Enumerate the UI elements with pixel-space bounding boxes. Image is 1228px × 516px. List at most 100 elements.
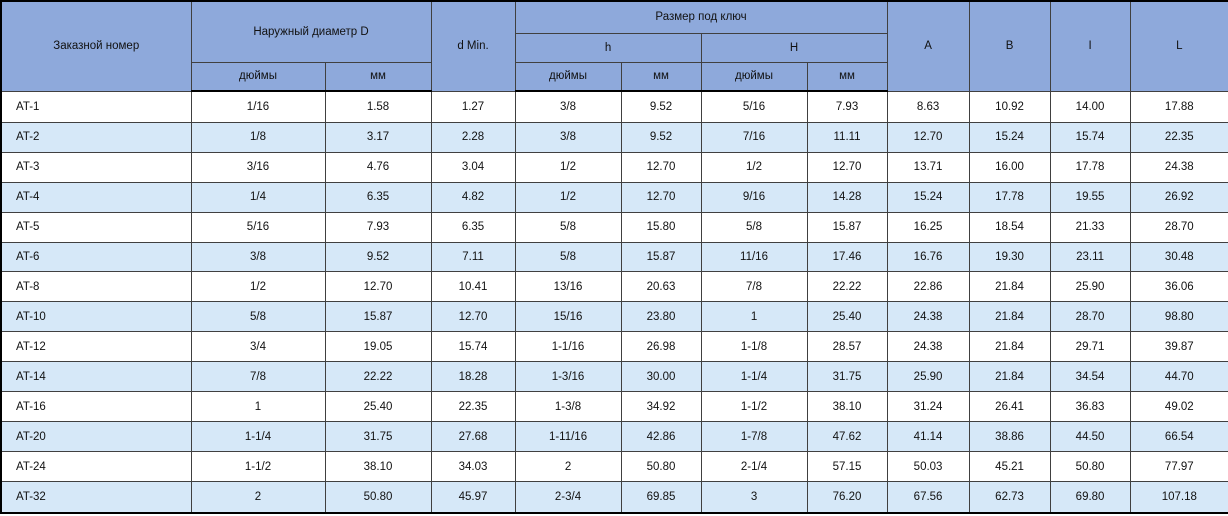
- value-cell: 38.86: [968, 421, 1051, 453]
- value-cell: 15.87: [324, 301, 432, 333]
- value-cell: 45.21: [968, 451, 1051, 483]
- value-cell: 76.20: [806, 481, 888, 514]
- value-cell: 3/8: [514, 90, 622, 123]
- col-header-wrench-size: Размер под ключ: [514, 0, 888, 34]
- value-cell: 1/2: [190, 271, 326, 303]
- table-row: AT-5 5/16 7.93 6.35 5/8 15.80 5/8 15.87 16.25 18.…: [0, 211, 1228, 243]
- value-cell: 9.52: [620, 121, 702, 153]
- value-cell: 28.70: [1129, 211, 1228, 243]
- col-header-hh-inches: дюймы: [700, 61, 808, 92]
- value-cell: 9/16: [700, 181, 808, 213]
- col-header-outer-diameter: Наружный диаметр D: [190, 0, 432, 63]
- value-cell: 12.70: [324, 271, 432, 303]
- col-header-l: L: [1129, 0, 1228, 92]
- value-cell: 11.11: [806, 121, 888, 153]
- value-cell: 15.87: [620, 241, 702, 273]
- value-cell: 42.86: [620, 421, 702, 453]
- value-cell: 1-11/16: [514, 421, 622, 453]
- col-header-h-mm: мм: [620, 61, 702, 92]
- table-row: AT-32 2 50.80 45.97 2-3/4 69.85 3 76.20 67.56 62.…: [0, 481, 1228, 514]
- value-cell: 7.93: [324, 211, 432, 243]
- col-header-hh-mm: мм: [806, 61, 888, 92]
- table-row: AT-14 7/8 22.22 18.28 1-3/16 30.00 1-1/4 31.75 2…: [0, 361, 1228, 393]
- value-cell: 15.87: [806, 211, 888, 243]
- header-row-3: дюймы мм дюймы мм дюймы мм: [1, 61, 1228, 92]
- value-cell: 22.22: [324, 361, 432, 393]
- col-header-order-number: Заказной номер: [0, 0, 192, 92]
- table-row: AT-2 1/8 3.17 2.28 3/8 9.52 7/16 11.11 12.70 15.2…: [0, 121, 1228, 153]
- value-cell: 21.33: [1049, 211, 1131, 243]
- value-cell: 19.55: [1049, 181, 1131, 213]
- value-cell: 18.54: [968, 211, 1051, 243]
- value-cell: 11/16: [700, 241, 808, 273]
- value-cell: 21.84: [968, 361, 1051, 393]
- value-cell: 3/8: [514, 121, 622, 153]
- order-number-cell: AT-24: [0, 451, 192, 483]
- value-cell: 15.24: [968, 121, 1051, 153]
- value-cell: 10.92: [968, 90, 1051, 123]
- order-number-cell: AT-14: [0, 361, 192, 393]
- order-number-cell: AT-20: [0, 421, 192, 453]
- col-header-h-inches: дюймы: [514, 61, 622, 92]
- value-cell: 5/16: [700, 90, 808, 123]
- value-cell: 23.11: [1049, 241, 1131, 273]
- value-cell: 9.52: [620, 90, 702, 123]
- value-cell: 1-1/8: [700, 331, 808, 363]
- value-cell: 9.52: [324, 241, 432, 273]
- value-cell: 107.18: [1129, 481, 1228, 514]
- table-row: AT-24 1-1/2 38.10 34.03 2 50.80 2-1/4 57.15 50.0…: [0, 451, 1228, 483]
- value-cell: 49.02: [1129, 391, 1228, 423]
- value-cell: 3.17: [324, 121, 432, 153]
- order-number-cell: AT-16: [0, 391, 192, 423]
- value-cell: 24.38: [1129, 151, 1228, 183]
- table-row: AT-16 1 25.40 22.35 1-3/8 34.92 1-1/2 38.10 31.2…: [0, 391, 1228, 423]
- value-cell: 12.70: [886, 121, 970, 153]
- value-cell: 20.63: [620, 271, 702, 303]
- value-cell: 1/2: [700, 151, 808, 183]
- value-cell: 36.06: [1129, 271, 1228, 303]
- value-cell: 1/2: [514, 181, 622, 213]
- value-cell: 67.56: [886, 481, 970, 514]
- value-cell: 1-1/4: [700, 361, 808, 393]
- col-header-d-min: d Min.: [430, 0, 516, 92]
- value-cell: 7/8: [700, 271, 808, 303]
- value-cell: 5/8: [514, 241, 622, 273]
- value-cell: 12.70: [430, 301, 516, 333]
- value-cell: 38.10: [324, 451, 432, 483]
- value-cell: 4.76: [324, 151, 432, 183]
- value-cell: 3/16: [190, 151, 326, 183]
- order-number-cell: AT-10: [0, 301, 192, 333]
- value-cell: 15.74: [1049, 121, 1131, 153]
- col-header-h-upper: H: [700, 32, 888, 63]
- value-cell: 24.38: [886, 331, 970, 363]
- value-cell: 1/16: [190, 90, 326, 123]
- value-cell: 1/2: [514, 151, 622, 183]
- value-cell: 62.73: [968, 481, 1051, 514]
- order-number-cell: AT-4: [0, 181, 192, 213]
- value-cell: 19.30: [968, 241, 1051, 273]
- value-cell: 69.85: [620, 481, 702, 514]
- table-row: AT-20 1-1/4 31.75 27.68 1-11/16 42.86 1-7/8 47.…: [0, 421, 1228, 453]
- value-cell: 2-3/4: [514, 481, 622, 514]
- value-cell: 5/8: [700, 211, 808, 243]
- value-cell: 66.54: [1129, 421, 1228, 453]
- value-cell: 34.54: [1049, 361, 1131, 393]
- col-header-a: A: [886, 0, 970, 92]
- col-header-b: B: [968, 0, 1051, 92]
- value-cell: 47.62: [806, 421, 888, 453]
- value-cell: 25.40: [324, 391, 432, 423]
- value-cell: 13/16: [514, 271, 622, 303]
- value-cell: 1.27: [430, 90, 516, 123]
- value-cell: 34.92: [620, 391, 702, 423]
- value-cell: 25.90: [886, 361, 970, 393]
- value-cell: 28.70: [1049, 301, 1131, 333]
- value-cell: 27.68: [430, 421, 516, 453]
- value-cell: 22.22: [806, 271, 888, 303]
- order-number-cell: AT-1: [0, 90, 192, 123]
- value-cell: 21.84: [968, 271, 1051, 303]
- value-cell: 50.80: [1049, 451, 1131, 483]
- value-cell: 5/16: [190, 211, 326, 243]
- value-cell: 17.78: [1049, 151, 1131, 183]
- value-cell: 77.97: [1129, 451, 1228, 483]
- value-cell: 6.35: [430, 211, 516, 243]
